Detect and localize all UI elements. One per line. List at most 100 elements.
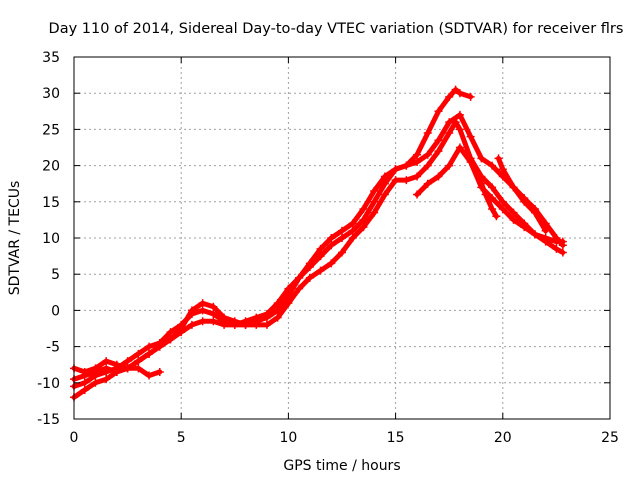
series-line — [71, 87, 474, 382]
data-point — [498, 165, 507, 174]
data-point — [413, 172, 422, 181]
data-point — [112, 360, 121, 369]
data-point — [423, 161, 432, 170]
x-tick-label: 5 — [177, 430, 186, 446]
data-point — [316, 266, 325, 275]
y-tick-label: 25 — [42, 122, 60, 138]
data-point — [348, 226, 357, 235]
data-point — [466, 157, 475, 166]
data-point — [509, 183, 518, 192]
data-point — [348, 234, 357, 242]
data-point — [177, 324, 186, 333]
x-tick-label: 25 — [601, 430, 619, 446]
y-tick-label: 35 — [42, 50, 60, 66]
data-point — [102, 375, 111, 384]
data-point — [102, 364, 111, 373]
data-point — [80, 378, 89, 387]
data-point — [494, 154, 503, 163]
data-point — [359, 205, 368, 214]
data-point — [327, 241, 336, 250]
data-point — [451, 85, 460, 94]
data-point — [91, 364, 100, 373]
y-tick-label: 15 — [42, 195, 60, 211]
data-point — [466, 92, 475, 101]
y-tick-label: 10 — [42, 231, 60, 247]
data-point — [241, 320, 250, 329]
data-point — [295, 284, 304, 293]
data-point — [541, 226, 550, 235]
series-track-3 — [70, 85, 475, 384]
data-point — [488, 161, 497, 170]
data-point — [359, 223, 368, 232]
y-tick-label: 0 — [51, 303, 60, 319]
data-point — [488, 183, 497, 192]
data-point — [434, 172, 443, 181]
data-point — [530, 208, 539, 217]
data-point — [520, 197, 529, 206]
data-point — [498, 197, 507, 206]
data-point — [380, 172, 389, 181]
data-point — [413, 150, 422, 159]
data-point — [509, 215, 518, 224]
data-point — [187, 320, 196, 329]
data-point — [273, 306, 282, 315]
data-point — [434, 107, 443, 116]
data-point — [123, 357, 132, 366]
data-point — [220, 313, 229, 322]
data-point — [413, 157, 422, 166]
data-point — [155, 342, 164, 351]
y-tick-label: -10 — [37, 376, 60, 392]
data-point — [477, 154, 486, 163]
data-point — [262, 320, 271, 329]
data-point — [466, 132, 475, 141]
data-point — [305, 273, 314, 282]
data-point — [509, 208, 518, 217]
x-axis-title: GPS time / hours — [283, 458, 400, 474]
data-point — [102, 357, 111, 366]
data-point — [434, 147, 443, 156]
y-tick-label: 30 — [42, 86, 60, 102]
data-point — [145, 371, 154, 380]
data-point — [134, 357, 143, 366]
x-tick-label: 0 — [70, 430, 79, 446]
data-point — [145, 342, 154, 351]
data-point — [198, 299, 207, 308]
data-point — [295, 273, 304, 282]
data-point — [166, 335, 175, 344]
data-point — [155, 367, 164, 376]
data-point — [327, 234, 336, 242]
data-point — [338, 226, 346, 235]
data-point — [423, 179, 432, 188]
data-point — [252, 317, 261, 326]
data-point — [445, 161, 454, 170]
data-point — [481, 190, 490, 199]
data-point — [402, 176, 411, 185]
data-point — [558, 248, 567, 257]
data-point — [445, 118, 454, 127]
data-point — [455, 89, 464, 98]
data-point — [359, 215, 368, 224]
data-point — [530, 230, 539, 239]
data-point — [145, 349, 154, 358]
data-point — [520, 223, 529, 232]
data-point — [338, 248, 346, 257]
data-point — [134, 364, 143, 373]
data-point — [455, 125, 464, 134]
y-tick-label: 5 — [51, 267, 60, 283]
data-point — [273, 313, 282, 322]
data-point — [455, 143, 464, 152]
data-point — [391, 165, 400, 174]
data-point — [348, 219, 357, 228]
data-point — [370, 208, 379, 217]
series-track-7 — [494, 154, 550, 235]
data-point — [209, 310, 218, 319]
data-point — [338, 234, 346, 242]
data-point — [316, 244, 325, 253]
data-point — [473, 168, 482, 177]
data-point — [445, 129, 454, 138]
data-point — [198, 317, 207, 326]
data-point — [187, 306, 196, 315]
data-point — [558, 237, 567, 246]
data-point — [434, 136, 443, 145]
